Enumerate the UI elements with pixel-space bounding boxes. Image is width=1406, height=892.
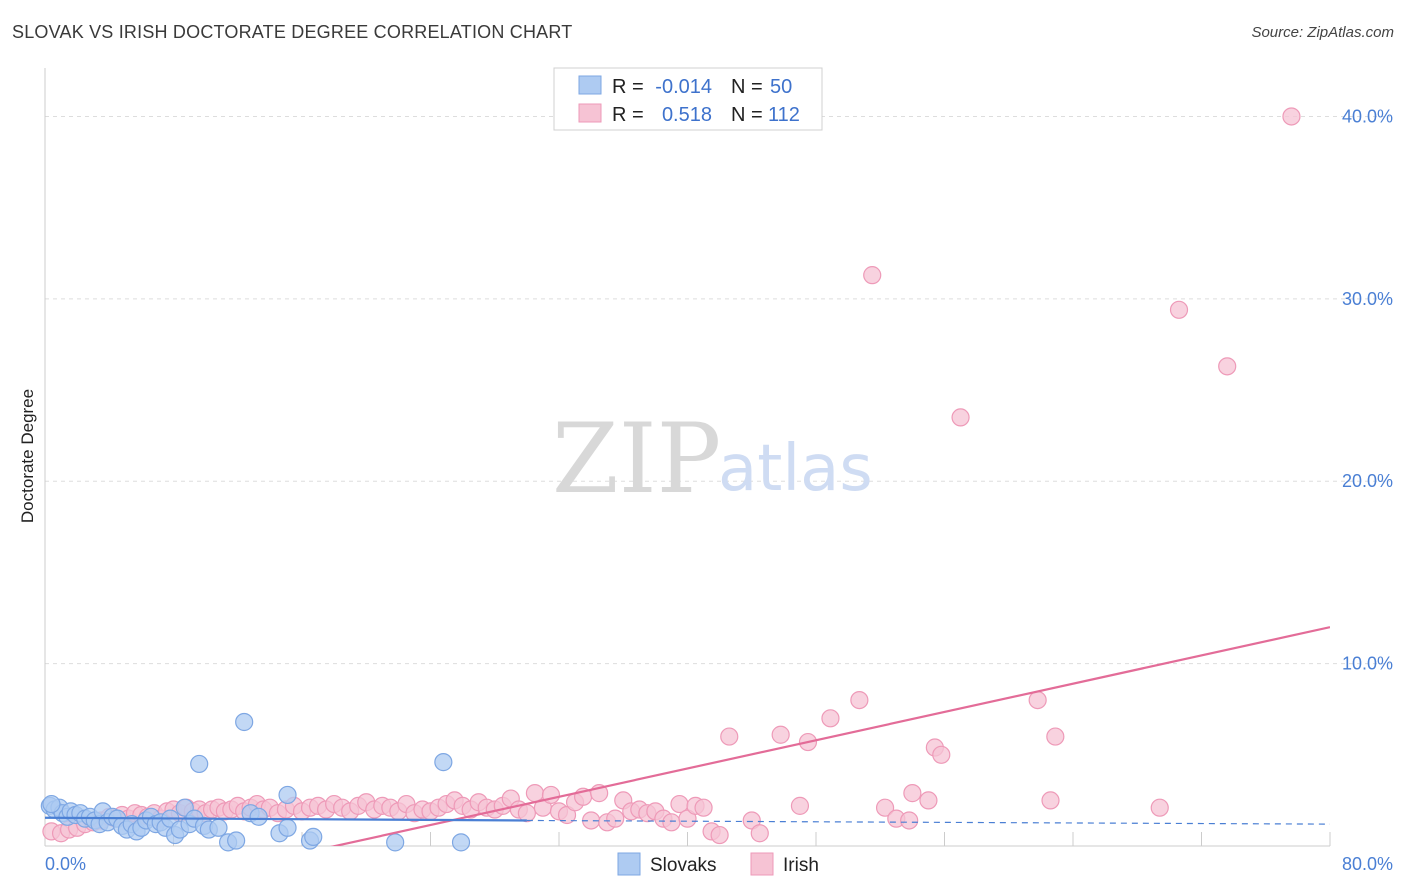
- irish-point: [1218, 357, 1237, 376]
- slovaks-point: [190, 754, 209, 774]
- irish-point: [1150, 798, 1169, 817]
- legend-swatch-irish: [750, 852, 774, 876]
- irish-point: [903, 784, 922, 803]
- legend-n-value: 112: [768, 104, 800, 126]
- irish-point: [1282, 107, 1301, 126]
- slovaks-point: [434, 753, 453, 772]
- watermark-atlas: atlas: [718, 432, 873, 506]
- slovaks-point: [249, 807, 268, 826]
- irish-point: [875, 798, 895, 817]
- series-legend: Slovaks Irish: [617, 852, 819, 876]
- irish-point: [951, 408, 970, 427]
- irish-point: [1041, 791, 1060, 810]
- slovaks-point: [235, 712, 254, 732]
- irish-point: [850, 690, 869, 710]
- irish-trend-line: [330, 626, 1330, 846]
- slovaks-point: [304, 827, 323, 846]
- legend-swatch-slovaks: [617, 852, 641, 876]
- irish-point: [1028, 690, 1047, 710]
- irish-point: [771, 725, 790, 744]
- irish-point: [606, 809, 625, 828]
- slovaks-point: [278, 785, 297, 805]
- irish-point: [1169, 300, 1189, 319]
- grid-lines: [45, 115, 1390, 665]
- legend-label-irish: Irish: [783, 855, 819, 876]
- watermark-zip: ZIP: [552, 403, 721, 515]
- slovak-trend-extension: [526, 819, 1331, 825]
- trend-lines: [44, 626, 1331, 846]
- irish-point: [919, 791, 938, 810]
- slovaks-point: [227, 831, 246, 850]
- legend-r-label: R =: [612, 76, 644, 98]
- legend-r-value: 0.518: [662, 104, 712, 126]
- irish-point: [790, 796, 810, 815]
- y-axis-title: Doctorate Degree: [18, 389, 37, 523]
- slovaks-point: [451, 833, 471, 852]
- irish-point: [517, 804, 536, 823]
- slovaks-point: [386, 833, 405, 852]
- irish-point: [694, 798, 713, 817]
- x-tick-label-min: 0.0%: [45, 854, 86, 874]
- irish-point: [662, 813, 681, 832]
- legend-r-label: R =: [612, 104, 644, 126]
- slovaks-point: [278, 818, 297, 837]
- slovaks-point: [209, 818, 228, 837]
- irish-point: [750, 824, 769, 843]
- legend-n-label: N =: [731, 104, 763, 126]
- legend-swatch-blue: [578, 75, 602, 95]
- legend-r-value: -0.014: [655, 76, 712, 98]
- y-tick-label: 30.0%: [1342, 289, 1393, 309]
- source-label: Source: ZipAtlas.com: [1251, 24, 1394, 41]
- legend-swatch-pink: [578, 103, 602, 123]
- correlation-legend: R = -0.014 N = 50 R = 0.518 N = 112: [553, 67, 823, 131]
- legend-n-label: N =: [731, 76, 763, 98]
- y-tick-label: 20.0%: [1342, 471, 1393, 491]
- y-tick-label: 10.0%: [1342, 654, 1393, 674]
- legend-label-slovaks: Slovaks: [650, 855, 717, 876]
- y-tick-labels: 10.0% 20.0% 30.0% 40.0%: [1342, 106, 1393, 673]
- slovak-trend-line: [44, 816, 527, 822]
- legend-n-value: 50: [770, 76, 792, 98]
- irish-point: [932, 745, 951, 764]
- chart-title: SLOVAK VS IRISH DOCTORATE DEGREE CORRELA…: [12, 22, 573, 42]
- irish-point: [1046, 727, 1065, 746]
- irish-point: [720, 727, 739, 746]
- irish-point: [900, 811, 919, 830]
- irish-point: [710, 825, 729, 845]
- irish-point: [821, 709, 840, 728]
- irish-point: [863, 266, 882, 285]
- x-tick-label-max: 80.0%: [1342, 854, 1393, 874]
- slovaks-point: [42, 794, 61, 814]
- y-tick-label: 40.0%: [1342, 106, 1393, 126]
